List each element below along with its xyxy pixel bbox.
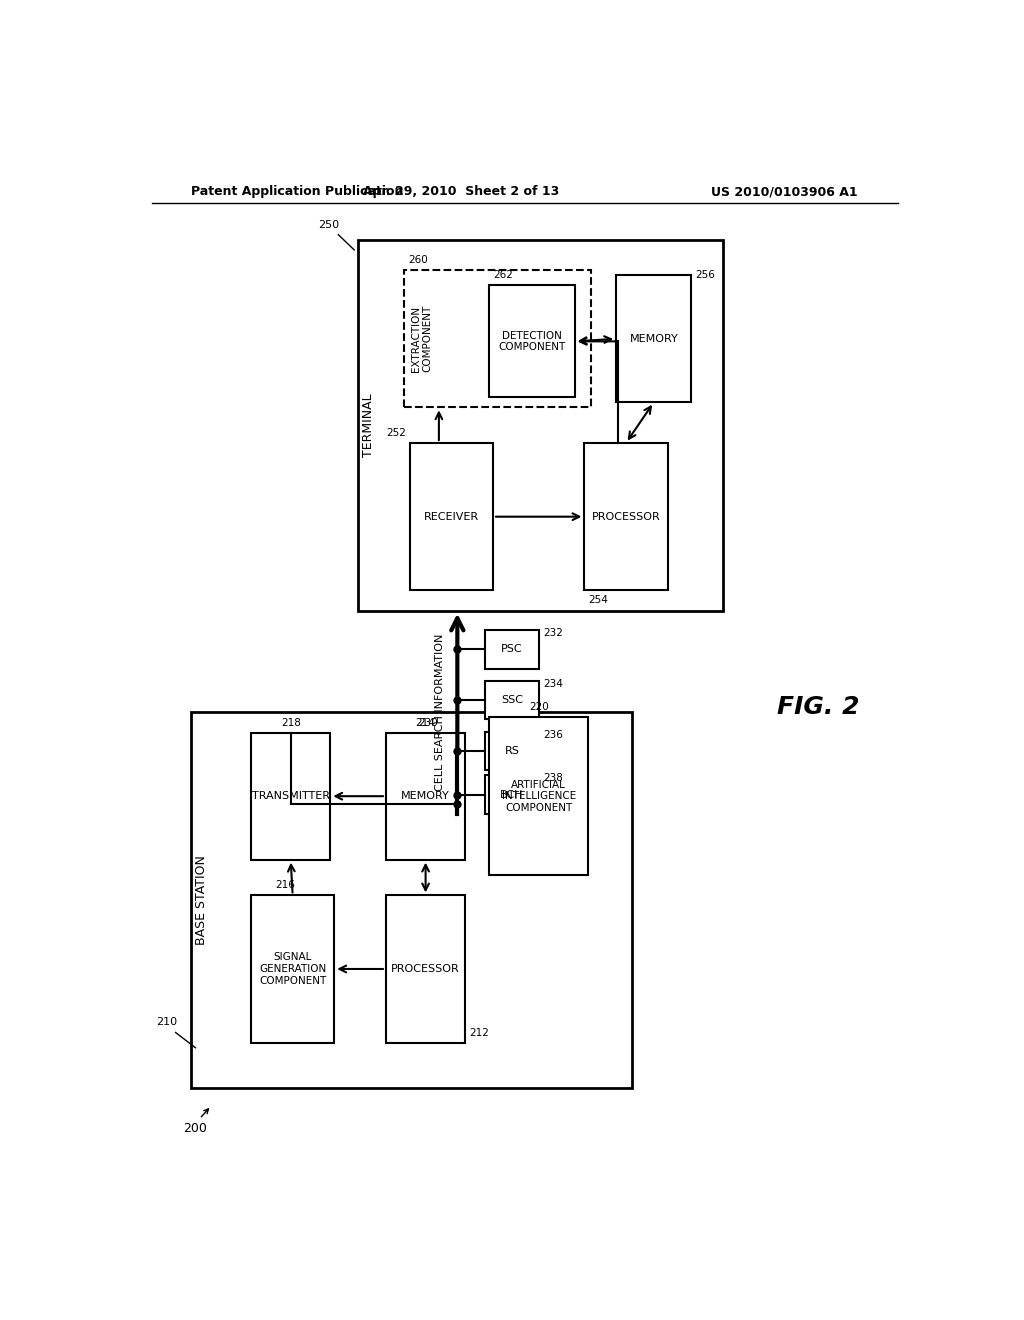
Bar	[585, 444, 668, 590]
Text: 232: 232	[543, 628, 563, 638]
Text: 230: 230	[418, 718, 437, 727]
Text: US 2010/0103906 A1: US 2010/0103906 A1	[712, 185, 858, 198]
Bar	[386, 733, 465, 859]
Bar	[485, 681, 539, 719]
Bar	[191, 713, 632, 1089]
Text: 220: 220	[528, 702, 549, 713]
Bar	[251, 733, 331, 859]
Text: 238: 238	[543, 774, 563, 783]
Text: PROCESSOR: PROCESSOR	[592, 512, 660, 521]
Bar	[386, 895, 465, 1043]
Bar	[489, 285, 574, 397]
Bar	[485, 731, 539, 771]
Text: Apr. 29, 2010  Sheet 2 of 13: Apr. 29, 2010 Sheet 2 of 13	[364, 185, 559, 198]
Text: TERMINAL: TERMINAL	[361, 393, 375, 457]
Text: 262: 262	[494, 271, 513, 280]
Text: 200: 200	[183, 1122, 208, 1135]
Text: PROCESSOR: PROCESSOR	[391, 964, 460, 974]
Text: FIG. 2: FIG. 2	[777, 696, 860, 719]
Text: 210: 210	[156, 1018, 177, 1027]
Text: SSC: SSC	[501, 696, 523, 705]
Text: 218: 218	[281, 718, 301, 727]
Bar	[485, 775, 539, 814]
Text: PSC: PSC	[502, 644, 523, 655]
Text: 234: 234	[543, 678, 563, 689]
Text: RS: RS	[505, 746, 519, 756]
Text: 212: 212	[469, 1027, 489, 1038]
Text: MEMORY: MEMORY	[630, 334, 678, 343]
Text: TRANSMITTER: TRANSMITTER	[252, 791, 330, 801]
Text: 254: 254	[588, 595, 608, 606]
Text: 214: 214	[416, 718, 435, 727]
Text: 236: 236	[543, 730, 563, 739]
Text: SIGNAL
GENERATION
COMPONENT: SIGNAL GENERATION COMPONENT	[259, 952, 327, 986]
Bar	[616, 276, 691, 403]
Text: 216: 216	[274, 880, 295, 890]
Text: DETECTION
COMPONENT: DETECTION COMPONENT	[499, 330, 565, 352]
Bar	[489, 718, 588, 875]
Text: 260: 260	[409, 255, 428, 265]
Bar	[404, 271, 591, 408]
Text: 252: 252	[386, 428, 406, 438]
Text: ARTIFICIAL
INTELLIGENCE
COMPONENT: ARTIFICIAL INTELLIGENCE COMPONENT	[502, 780, 575, 813]
Text: Patent Application Publication: Patent Application Publication	[191, 185, 403, 198]
Text: RECEIVER: RECEIVER	[424, 512, 479, 521]
Bar	[251, 895, 334, 1043]
Text: BCH: BCH	[501, 789, 524, 800]
Text: CELL SEARCH INFORMATION: CELL SEARCH INFORMATION	[435, 634, 445, 791]
Bar	[485, 630, 539, 669]
Text: BASE STATION: BASE STATION	[196, 855, 208, 945]
Text: EXTRACTION
COMPONENT: EXTRACTION COMPONENT	[411, 305, 432, 372]
Bar	[410, 444, 494, 590]
Text: 250: 250	[318, 219, 340, 230]
Bar	[358, 240, 723, 611]
Text: MEMORY: MEMORY	[401, 791, 450, 801]
Text: 256: 256	[695, 271, 716, 280]
